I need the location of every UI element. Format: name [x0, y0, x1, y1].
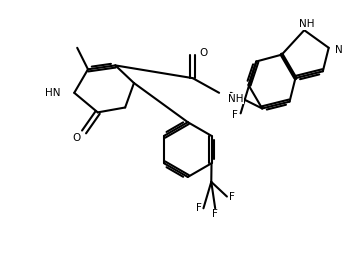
- Text: F: F: [232, 110, 238, 120]
- Text: HN: HN: [45, 88, 61, 98]
- Text: F: F: [229, 192, 235, 202]
- Text: F: F: [212, 209, 218, 219]
- Text: N: N: [335, 45, 342, 55]
- Text: O: O: [72, 133, 80, 143]
- Text: O: O: [199, 48, 208, 58]
- Text: NH: NH: [228, 94, 244, 104]
- Text: F: F: [195, 203, 201, 213]
- Text: NH: NH: [299, 19, 315, 29]
